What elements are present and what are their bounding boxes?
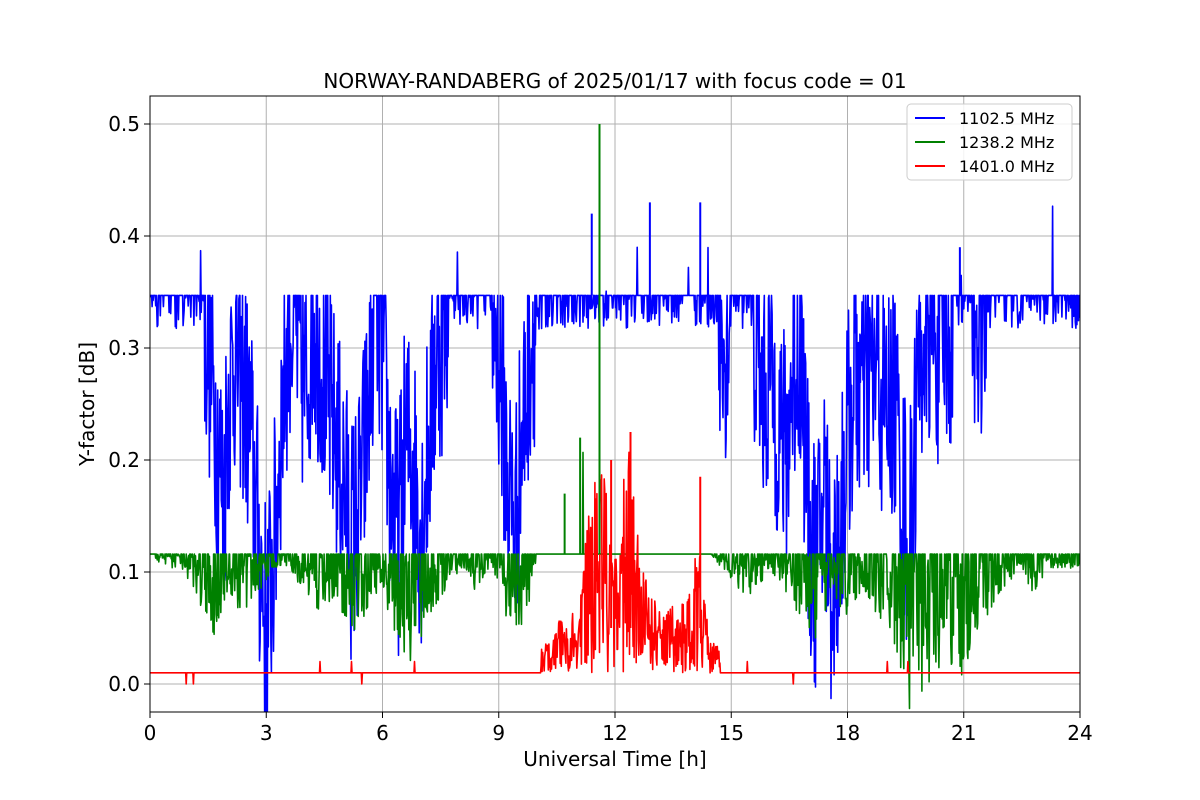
x-tick-label: 12: [602, 721, 627, 745]
y-tick-label: 0.2: [108, 448, 140, 472]
y-tick-label: 0.0: [108, 672, 140, 696]
x-tick-label: 6: [376, 721, 389, 745]
y-tick-label: 0.4: [108, 224, 140, 248]
x-tick-label: 18: [835, 721, 860, 745]
chart-title: NORWAY-RANDABERG of 2025/01/17 with focu…: [323, 69, 906, 93]
x-tick-label: 21: [951, 721, 976, 745]
series-group: [150, 124, 1080, 712]
legend-label: 1238.2 MHz: [959, 133, 1054, 152]
x-tick-label: 3: [260, 721, 273, 745]
x-tick-label: 9: [492, 721, 505, 745]
x-tick-label: 24: [1067, 721, 1092, 745]
x-tick-label: 0: [144, 721, 157, 745]
legend-box: [906, 103, 1073, 181]
legend: 1102.5 MHz 1238.2 MHz 1401.0 MHz: [906, 103, 1073, 181]
series-line-1: [150, 451, 1080, 710]
legend-label: 1401.0 MHz: [959, 157, 1054, 176]
y-axis-label: Y-factor [dB]: [75, 342, 99, 467]
legend-label: 1102.5 MHz: [959, 109, 1054, 128]
y-tick-label: 0.5: [108, 112, 140, 136]
ticks: 0 3 6 9 12 15 18 21 24 0.0 0.1 0.2 0.3 0.4 0.5: [108, 112, 1093, 745]
x-tick-label: 15: [719, 721, 744, 745]
y-tick-label: 0.3: [108, 336, 140, 360]
series-line-0: [150, 205, 1080, 712]
series-line-2: [150, 451, 1080, 685]
y-tick-label: 0.1: [108, 560, 140, 584]
x-axis-label: Universal Time [h]: [523, 747, 706, 771]
